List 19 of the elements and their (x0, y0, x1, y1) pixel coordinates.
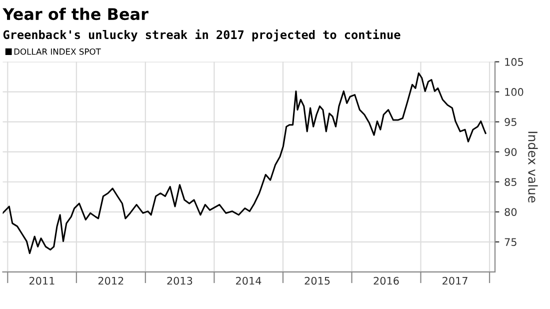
y-tick-label: 80 (504, 208, 517, 216)
x-tick-label: 2012 (98, 276, 124, 285)
chart-subtitle: Greenback's unlucky streak in 2017 projected to continue (3, 29, 400, 42)
y-tick-label: 100 (505, 88, 524, 96)
y-tick-label: 90 (504, 148, 517, 156)
chart-title: Year of the Bear (2, 8, 148, 20)
x-tick-label: 2015 (304, 276, 330, 285)
x-tick-label: 2014 (236, 276, 262, 285)
y-tick-label: 105 (505, 58, 523, 66)
line-series (2, 72, 486, 254)
y-tick-label: 95 (504, 118, 516, 126)
x-tick-label: 2013 (167, 276, 192, 285)
x-tick-label: 2011 (29, 276, 54, 285)
x-tick-label: 2016 (374, 276, 399, 285)
y-tick-label: 85 (504, 178, 516, 186)
x-tick-label: 2017 (442, 276, 468, 285)
y-tick-label: 75 (504, 238, 516, 246)
y-axis-title: Index value (528, 132, 538, 202)
legend-label: DOLLAR INDEX SPOT (14, 48, 101, 55)
